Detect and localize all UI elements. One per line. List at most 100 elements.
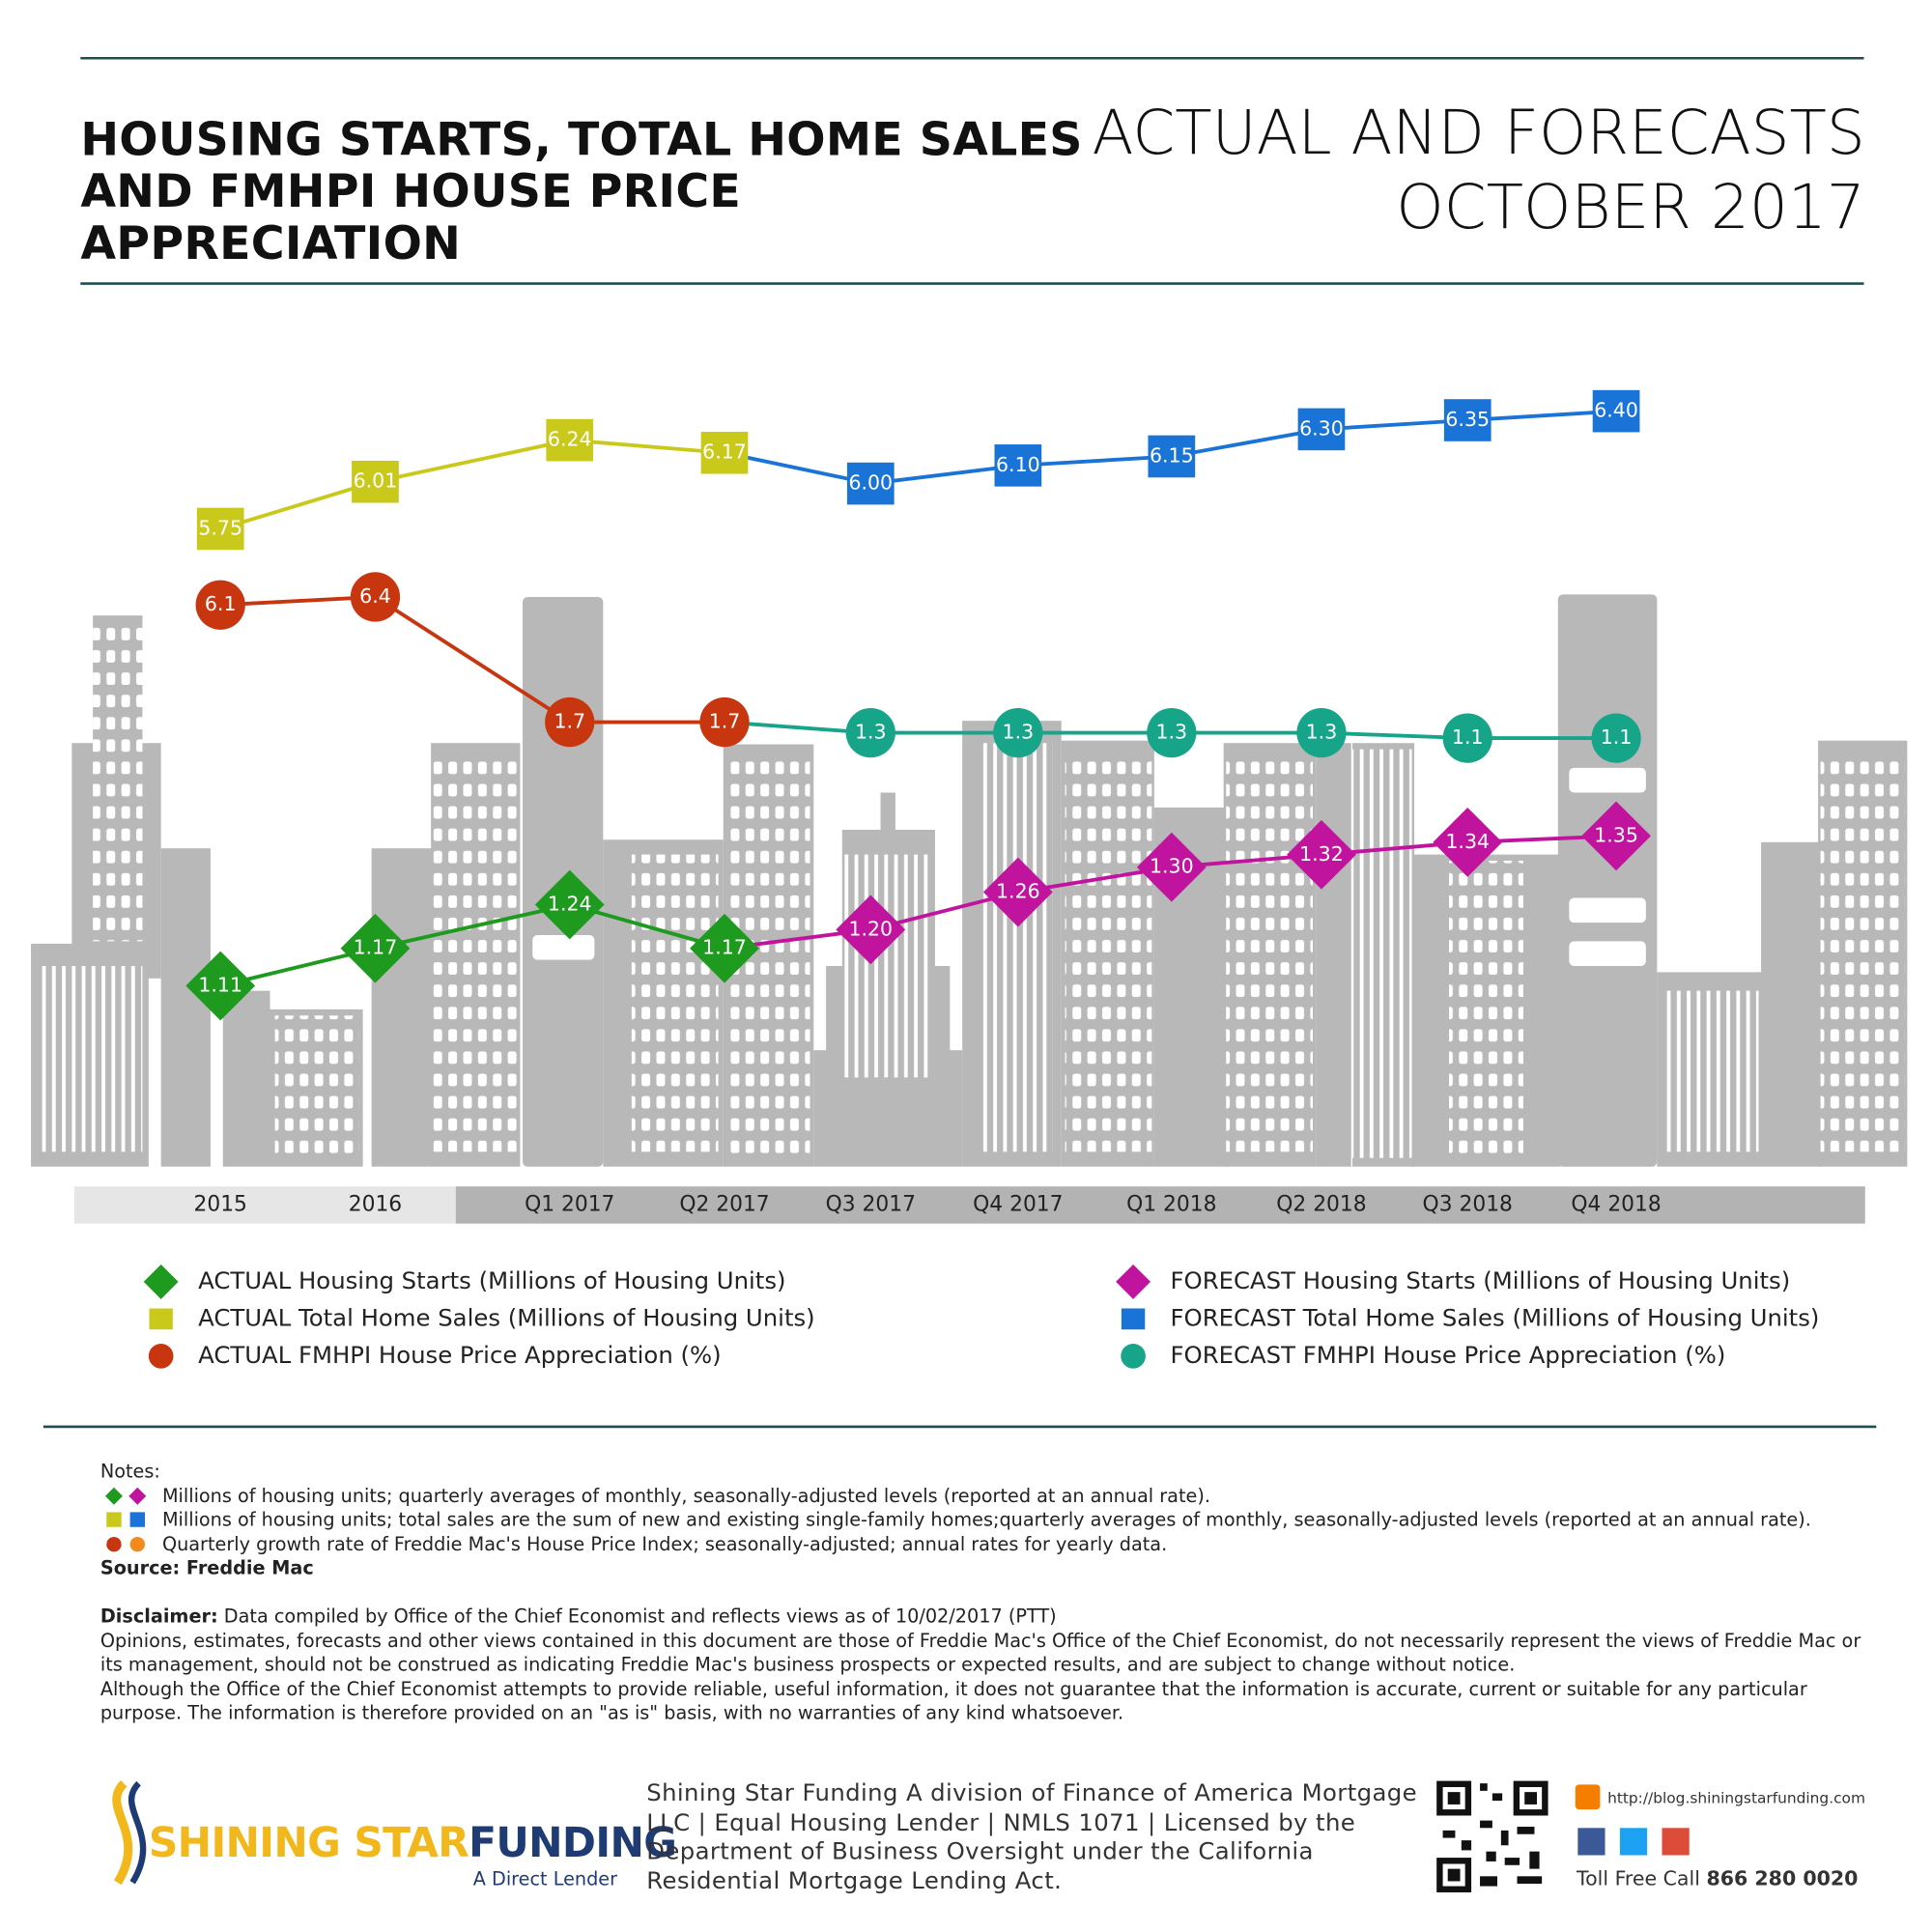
x-tick-label: Q1 2017: [525, 1192, 614, 1216]
legend-swatch: [148, 1344, 174, 1369]
value-label: 1.1: [1452, 725, 1484, 749]
legend-label: FORECAST Total Home Sales (Millions of H…: [1171, 1303, 1820, 1331]
value-label: 1.26: [996, 880, 1040, 903]
marker: [1148, 435, 1196, 478]
marker: [1591, 713, 1641, 763]
x-tick-label: Q3 2017: [826, 1192, 916, 1216]
value-label: 1.24: [548, 892, 592, 915]
marker: [350, 572, 401, 622]
value-label: 6.00: [848, 471, 893, 495]
value-label: 1.7: [554, 710, 585, 733]
marker: [846, 462, 895, 505]
marker: [1433, 807, 1503, 877]
marker: [1296, 707, 1347, 758]
marker: [1592, 389, 1640, 433]
series-line: [219, 902, 725, 988]
chart-subtitle: ACTUAL AND FORECASTS OCTOBER 2017: [1093, 97, 1865, 245]
disclaimer-paragraph: Opinions, estimates, forecasts and other…: [99, 1629, 1861, 1676]
legend-swatch: [149, 1308, 173, 1330]
disclaimer-label: Disclaimer:: [99, 1605, 218, 1628]
value-label: 1.17: [354, 936, 398, 959]
value-label: 1.34: [1445, 830, 1490, 853]
value-label: 6.4: [359, 584, 391, 608]
note: Quarterly growth rate of Freddie Mac's H…: [161, 1532, 1168, 1555]
value-label: 6.01: [354, 469, 398, 493]
marker: [546, 418, 594, 462]
marker: [982, 857, 1053, 927]
company-info: Shining Star Funding A division of Finan…: [646, 1779, 1418, 1894]
legend-swatch: [1121, 1308, 1146, 1330]
legend-label: ACTUAL Total Home Sales (Millions of Hou…: [198, 1303, 815, 1331]
value-label: 1.35: [1594, 823, 1638, 846]
value-label: 6.15: [1150, 443, 1194, 467]
value-label: 6.24: [548, 428, 592, 451]
series-line: [870, 409, 1617, 486]
value-label: 1.3: [1003, 721, 1035, 744]
marker: [994, 444, 1042, 487]
notes-heading: Notes:: [99, 1460, 160, 1483]
value-label: 6.40: [1594, 399, 1638, 422]
brand-tagline: A Direct Lender: [472, 1867, 618, 1890]
value-label: 1.3: [855, 721, 887, 744]
value-label: 1.3: [1306, 721, 1338, 744]
marker: [352, 460, 399, 503]
marker: [690, 913, 759, 983]
chart-title: HOUSING STARTS, TOTAL HOME SALES AND FMH…: [80, 112, 1083, 270]
value-label: 6.1: [205, 592, 237, 615]
brand: SHINING STARFUNDING: [149, 1818, 677, 1867]
value-label: 1.3: [1156, 721, 1188, 744]
marker: [196, 507, 244, 551]
x-axis-band: [455, 1186, 1865, 1224]
note: Millions of housing units; total sales a…: [161, 1508, 1811, 1531]
marker: [700, 431, 749, 474]
bridge-line: [724, 450, 871, 486]
notes: Notes: Millions of housing units; quarte…: [100, 1461, 1884, 1582]
legend-label: FORECAST Housing Starts (Millions of Hou…: [1171, 1266, 1791, 1294]
marker: [195, 580, 245, 630]
legend-swatch: [1121, 1344, 1146, 1369]
legend-label: ACTUAL Housing Starts (Millions of Housi…: [198, 1266, 785, 1294]
note-icons: [104, 1487, 147, 1552]
disclaimer-paragraph: Although the Office of the Chief Economi…: [99, 1677, 1807, 1725]
value-label: 1.30: [1150, 855, 1194, 878]
toll-free: Toll Free Call 866 280 0020: [1577, 1866, 1858, 1889]
legend-label: FORECAST FMHPI House Price Appreciation …: [1171, 1341, 1726, 1369]
disclaimer: Disclaimer: Data compiled by Office of t…: [100, 1605, 1884, 1727]
x-tick-label: 2016: [349, 1192, 402, 1216]
x-tick-label: Q4 2017: [973, 1192, 1063, 1216]
x-tick-label: Q3 2018: [1423, 1192, 1513, 1216]
x-tick-label: Q4 2018: [1571, 1192, 1661, 1216]
blog-link[interactable]: http://blog.shiningstarfunding.com: [1607, 1789, 1865, 1807]
marker: [993, 707, 1043, 758]
marker: [1443, 399, 1492, 441]
x-tick-label: Q2 2018: [1276, 1192, 1366, 1216]
series-line: [219, 438, 725, 531]
disclaimer-lead: Disclaimer: Data compiled by Office of t…: [100, 1605, 1884, 1630]
disclaimer-text: Data compiled by Office of the Chief Eco…: [223, 1605, 1057, 1628]
brand-secondary: FUNDING: [469, 1818, 677, 1867]
marker: [1136, 832, 1207, 902]
marker: [845, 707, 895, 758]
marker: [340, 913, 411, 983]
note: Millions of housing units; quarterly ave…: [161, 1484, 1210, 1507]
value-label: 1.1: [1601, 725, 1633, 749]
x-axis-band: [73, 1186, 456, 1224]
value-label: 1.11: [198, 974, 242, 997]
legend-label: ACTUAL FMHPI House Price Appreciation (%…: [198, 1341, 722, 1369]
x-tick-label: Q1 2018: [1126, 1192, 1216, 1216]
marker: [1297, 408, 1346, 451]
marker: [534, 869, 605, 940]
logo-mark: [112, 1779, 147, 1886]
value-label: 1.7: [709, 710, 741, 733]
social-icons: [1575, 1784, 1690, 1856]
value-label: 6.10: [996, 453, 1040, 476]
value-label: 5.75: [198, 516, 242, 539]
value-label: 1.32: [1299, 842, 1344, 866]
series-line: [220, 594, 724, 724]
marker: [699, 696, 750, 748]
legend-swatch: [1116, 1264, 1151, 1299]
subtitle-line: ACTUAL AND FORECASTS: [1092, 98, 1865, 169]
